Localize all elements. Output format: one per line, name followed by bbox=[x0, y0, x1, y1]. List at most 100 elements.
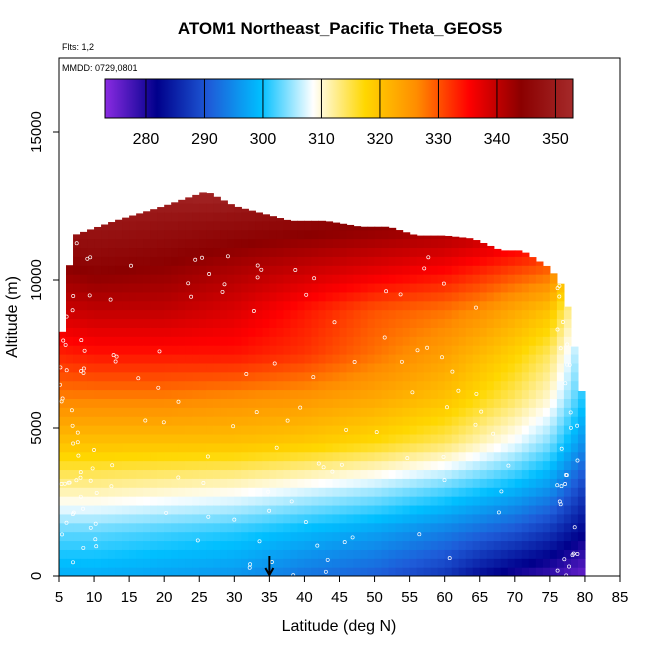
flights-label: Flts: 1,2 bbox=[62, 42, 94, 52]
field-cell bbox=[409, 318, 418, 328]
field-cell bbox=[108, 416, 116, 426]
field-cell bbox=[241, 496, 249, 506]
field-cell bbox=[367, 451, 376, 462]
field-cell bbox=[220, 398, 228, 408]
field-cell bbox=[374, 345, 383, 355]
field-cell bbox=[381, 274, 390, 284]
field-cell bbox=[451, 336, 460, 346]
field-cell bbox=[486, 407, 495, 417]
field-cell bbox=[472, 504, 481, 515]
field-cell bbox=[465, 416, 474, 426]
x-tick-label: 15 bbox=[121, 589, 138, 606]
field-cell bbox=[164, 204, 172, 213]
field-cell bbox=[220, 504, 228, 515]
field-cell bbox=[115, 380, 123, 391]
field-cell bbox=[241, 247, 249, 257]
field-cell bbox=[143, 247, 151, 257]
field-cell bbox=[339, 425, 348, 435]
field-cell bbox=[507, 416, 516, 426]
field-cell bbox=[353, 238, 362, 249]
field-cell bbox=[255, 354, 263, 364]
observation-point bbox=[254, 410, 259, 415]
field-cell bbox=[416, 336, 425, 346]
field-cell bbox=[430, 478, 439, 488]
field-cell bbox=[388, 513, 397, 524]
field-cell bbox=[297, 540, 306, 550]
field-cell bbox=[416, 558, 425, 568]
field-cell bbox=[262, 567, 270, 576]
observation-point bbox=[79, 369, 84, 374]
field-cell bbox=[178, 478, 186, 488]
field-cell bbox=[549, 540, 558, 550]
field-cell bbox=[353, 487, 362, 497]
observation-point bbox=[94, 544, 99, 549]
field-cell bbox=[556, 371, 565, 382]
field-cell bbox=[423, 416, 432, 426]
field-cell bbox=[458, 380, 467, 391]
field-cell bbox=[402, 442, 411, 453]
field-cell bbox=[220, 291, 228, 302]
field-cell bbox=[101, 229, 109, 240]
field-cell bbox=[66, 389, 74, 399]
field-cell bbox=[430, 345, 439, 355]
field-cell bbox=[388, 496, 397, 506]
field-cell bbox=[507, 336, 516, 346]
field-cell bbox=[171, 425, 179, 435]
field-cell bbox=[437, 345, 446, 355]
field-cell bbox=[66, 504, 74, 515]
field-cell bbox=[59, 389, 67, 399]
field-cell bbox=[388, 416, 397, 426]
observation-point bbox=[87, 293, 92, 298]
observation-point bbox=[75, 440, 80, 445]
field-cell bbox=[94, 229, 102, 240]
field-cell bbox=[269, 291, 277, 302]
field-cell bbox=[234, 380, 242, 391]
field-cell bbox=[164, 416, 172, 426]
field-cell bbox=[234, 389, 242, 399]
field-cell bbox=[444, 238, 453, 249]
field-cell bbox=[556, 496, 565, 506]
observation-point bbox=[114, 354, 119, 359]
field-cell bbox=[87, 309, 95, 320]
field-cell bbox=[346, 354, 355, 364]
field-cell bbox=[458, 407, 467, 417]
field-cell bbox=[171, 256, 179, 266]
observation-point bbox=[157, 349, 162, 354]
field-cell bbox=[458, 460, 467, 471]
field-cell bbox=[108, 398, 116, 408]
observation-point bbox=[555, 327, 560, 332]
field-cell bbox=[521, 345, 530, 355]
field-cell bbox=[458, 478, 467, 488]
field-cell bbox=[248, 371, 256, 382]
field-cell bbox=[269, 522, 277, 533]
field-cell bbox=[472, 416, 481, 426]
field-cell bbox=[80, 354, 88, 364]
field-cell bbox=[227, 451, 235, 462]
field-cell bbox=[360, 371, 369, 382]
field-cell bbox=[227, 549, 235, 559]
field-cell bbox=[129, 398, 137, 408]
field-cell bbox=[122, 451, 130, 462]
field-cell bbox=[276, 433, 284, 444]
field-cell bbox=[493, 282, 502, 293]
field-cell bbox=[458, 425, 467, 435]
field-cell bbox=[101, 540, 109, 550]
field-cell bbox=[451, 300, 460, 311]
field-cell bbox=[248, 282, 256, 293]
field-cell bbox=[157, 558, 165, 568]
field-cell bbox=[395, 416, 404, 426]
field-cell bbox=[122, 282, 130, 293]
field-cell bbox=[262, 460, 270, 471]
field-cell bbox=[269, 229, 277, 240]
field-cell bbox=[143, 265, 151, 275]
field-cell bbox=[563, 398, 572, 408]
field-cell bbox=[122, 513, 130, 524]
field-cell bbox=[227, 460, 235, 471]
x-tick-label: 60 bbox=[436, 589, 453, 606]
observation-point bbox=[559, 446, 564, 451]
observation-point bbox=[156, 385, 161, 390]
field-cell bbox=[339, 238, 348, 249]
field-cell bbox=[171, 300, 179, 311]
field-cell bbox=[479, 291, 488, 302]
field-cell bbox=[213, 389, 221, 399]
